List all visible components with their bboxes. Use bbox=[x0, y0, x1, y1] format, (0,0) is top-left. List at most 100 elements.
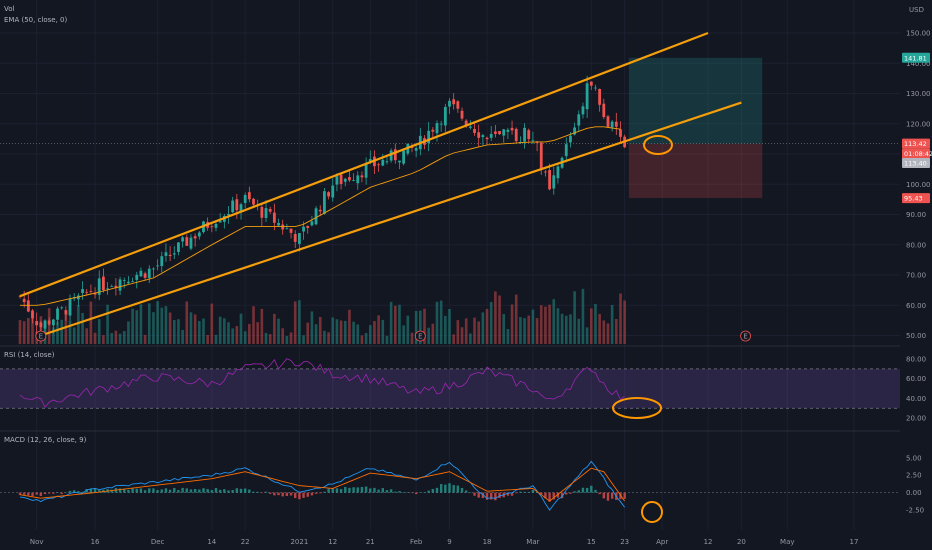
volume-bar bbox=[223, 318, 226, 344]
volume-bar bbox=[527, 315, 531, 344]
volume-bar bbox=[302, 335, 305, 344]
macd-histogram-bar bbox=[218, 489, 222, 493]
annotation-circle bbox=[612, 397, 662, 419]
macd-histogram-bar bbox=[135, 488, 138, 493]
macd-panel[interactable]: -2.50 0.00 2.50 5.00 bbox=[0, 454, 924, 515]
candle-body bbox=[544, 171, 547, 173]
vol-legend[interactable]: Vol bbox=[4, 5, 15, 13]
candle-body bbox=[323, 191, 326, 214]
candle-body bbox=[252, 198, 255, 205]
macd-histogram-bar bbox=[419, 492, 422, 493]
candle-body bbox=[506, 129, 510, 132]
volume-bar bbox=[477, 321, 480, 344]
price-tag-text: 01:08:42 bbox=[904, 150, 932, 158]
volume-bar bbox=[248, 323, 251, 344]
time-axis[interactable]: Nov 16 Dec 14 22 2021 12 21 Feb 9 18 Mar 15 23 Apr 12 20… bbox=[30, 538, 859, 546]
volume-bar bbox=[277, 318, 280, 344]
macd-histogram-bar bbox=[252, 491, 255, 493]
candle-body bbox=[231, 200, 235, 213]
volume-bar bbox=[569, 314, 572, 344]
volume-bar bbox=[364, 332, 368, 344]
macd-histogram-bar bbox=[348, 487, 351, 493]
candle-body bbox=[39, 322, 43, 328]
candle-body bbox=[135, 274, 139, 280]
candle-body bbox=[35, 321, 39, 326]
macd-histogram-bar bbox=[469, 492, 472, 494]
macd-histogram-bar bbox=[369, 488, 372, 493]
volume-bar bbox=[214, 334, 218, 344]
rsi-tick-label: 60.00 bbox=[906, 375, 926, 383]
candle-body bbox=[427, 130, 431, 144]
candle-body bbox=[573, 127, 577, 135]
macd-histogram-bar bbox=[285, 492, 289, 497]
candle-body bbox=[585, 83, 589, 110]
volume-bar bbox=[189, 312, 193, 344]
candle-body bbox=[364, 163, 368, 178]
macd-histogram-bar bbox=[435, 487, 439, 493]
volume-bar bbox=[143, 334, 147, 344]
macd-histogram-bar bbox=[402, 492, 405, 493]
macd-histogram-bar bbox=[306, 492, 309, 497]
price-tick-label: 150.00 bbox=[906, 30, 931, 38]
earnings-marker bbox=[740, 330, 751, 342]
volume-bar bbox=[506, 329, 510, 344]
rsi-line bbox=[19, 358, 625, 408]
volume-bar bbox=[544, 306, 547, 344]
candle-body bbox=[581, 106, 585, 115]
candle-body bbox=[493, 131, 497, 134]
volume-bar bbox=[414, 311, 418, 344]
trend-channel[interactable] bbox=[19, 31, 742, 337]
volume-bar bbox=[489, 301, 493, 344]
candle-body bbox=[131, 281, 134, 283]
volume-bar bbox=[514, 294, 518, 344]
candle-body bbox=[85, 291, 89, 293]
candle-body bbox=[139, 270, 143, 277]
macd-histogram-bar bbox=[327, 488, 330, 493]
macd-histogram-bar bbox=[565, 492, 568, 495]
macd-histogram-bar bbox=[606, 492, 610, 501]
candle-body bbox=[51, 319, 55, 326]
volume-bar bbox=[502, 314, 506, 344]
volume-bar bbox=[231, 328, 234, 344]
macd-histogram-bar bbox=[310, 492, 314, 496]
macd-histogram-bar bbox=[127, 489, 130, 493]
rsi-legend[interactable]: RSI (14, close) bbox=[4, 351, 55, 359]
volume-bar bbox=[564, 315, 568, 344]
macd-histogram-bar bbox=[231, 490, 234, 493]
rsi-tick-label: 80.00 bbox=[906, 356, 926, 364]
macd-histogram-bar bbox=[431, 488, 435, 493]
volume-bar bbox=[615, 318, 618, 344]
macd-histogram-bar bbox=[152, 488, 155, 493]
volume-bar bbox=[377, 315, 380, 344]
volume-bar bbox=[452, 334, 455, 344]
candle-body bbox=[514, 128, 518, 142]
candle-body bbox=[343, 178, 347, 182]
price-tag-box bbox=[902, 52, 930, 63]
macd-histogram-bar bbox=[177, 489, 180, 493]
ema-legend[interactable]: EMA (50, close, 0) bbox=[4, 16, 67, 24]
macd-histogram-bar bbox=[481, 492, 485, 499]
macd-histogram-bar bbox=[235, 488, 239, 493]
position-zones[interactable] bbox=[0, 57, 900, 199]
macd-histogram-bar bbox=[189, 489, 193, 493]
volume-bar bbox=[106, 304, 109, 344]
volume-bar bbox=[431, 323, 435, 344]
rsi-panel[interactable]: 20.00 40.00 60.00 80.00 bbox=[0, 356, 926, 423]
macd-histogram-bar bbox=[360, 486, 364, 493]
macd-legend[interactable]: MACD (12, 26, close, 9) bbox=[4, 436, 87, 444]
candle-body bbox=[306, 225, 310, 228]
volume-bar bbox=[473, 317, 476, 344]
price-tick-label: 50.00 bbox=[906, 332, 926, 340]
macd-histogram-bar bbox=[331, 488, 334, 493]
macd-histogram-bar bbox=[281, 492, 284, 497]
candle-body bbox=[272, 212, 276, 223]
candle-body bbox=[610, 121, 614, 128]
volume-bar bbox=[573, 291, 576, 344]
volume-bar bbox=[327, 332, 330, 344]
price-tick-label: 140.00 bbox=[906, 60, 931, 68]
macd-histogram-bar bbox=[77, 491, 80, 493]
volume-bar bbox=[460, 327, 464, 344]
candle-body bbox=[193, 236, 197, 239]
